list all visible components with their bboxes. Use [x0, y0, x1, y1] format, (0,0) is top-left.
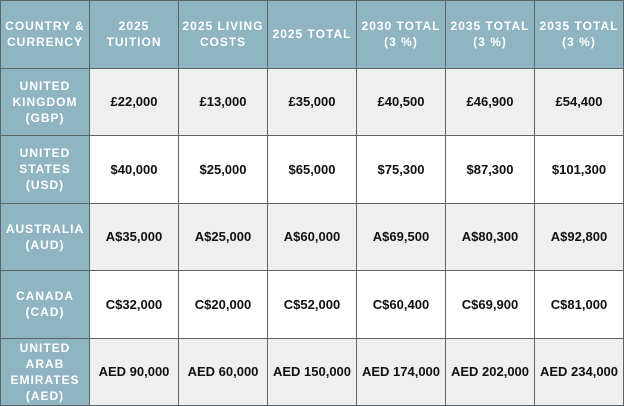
data-cell: $65,000: [268, 136, 356, 203]
data-cell: $40,000: [90, 136, 178, 203]
data-cell: £46,900: [446, 68, 534, 135]
header-cell: 2030 TOTAL (3 %): [357, 1, 445, 68]
data-cell: A$92,800: [535, 203, 623, 270]
data-cell: £35,000: [268, 68, 356, 135]
data-cell: C$81,000: [535, 271, 623, 338]
header-cell: 2025 TOTAL: [268, 1, 356, 68]
row-header: UNITED STATES (USD): [1, 136, 89, 203]
row-header: UNITED KINGDOM (GBP): [1, 68, 89, 135]
data-cell: A$69,500: [357, 203, 445, 270]
data-cell: £13,000: [179, 68, 267, 135]
header-cell: 2025 TUITION: [90, 1, 178, 68]
data-cell: AED 174,000: [357, 338, 445, 405]
data-cell: AED 150,000: [268, 338, 356, 405]
data-cell: A$80,300: [446, 203, 534, 270]
data-cell: £22,000: [90, 68, 178, 135]
header-cell: 2025 LIVING COSTS: [179, 1, 267, 68]
data-cell: A$60,000: [268, 203, 356, 270]
data-cell: C$52,000: [268, 271, 356, 338]
data-cell: £40,500: [357, 68, 445, 135]
data-cell: AED 90,000: [90, 338, 178, 405]
data-cell: AED 202,000: [446, 338, 534, 405]
data-cell: C$60,400: [357, 271, 445, 338]
data-cell: C$20,000: [179, 271, 267, 338]
header-cell: 2035 TOTAL (3 %): [535, 1, 623, 68]
header-cell: COUNTRY & CURRENCY: [1, 1, 89, 68]
data-cell: $25,000: [179, 136, 267, 203]
header-cell: 2035 TOTAL (3 %): [446, 1, 534, 68]
data-cell: C$69,900: [446, 271, 534, 338]
row-header: CANADA (CAD): [1, 271, 89, 338]
data-cell: $101,300: [535, 136, 623, 203]
row-header: AUSTRALIA (AUD): [1, 203, 89, 270]
data-cell: C$32,000: [90, 271, 178, 338]
data-cell: $87,300: [446, 136, 534, 203]
data-cell: $75,300: [357, 136, 445, 203]
data-cell: A$35,000: [90, 203, 178, 270]
row-header: UNITED ARAB EMIRATES (AED): [1, 338, 89, 405]
data-cell: AED 234,000: [535, 338, 623, 405]
data-cell: £54,400: [535, 68, 623, 135]
data-cell: A$25,000: [179, 203, 267, 270]
data-cell: AED 60,000: [179, 338, 267, 405]
